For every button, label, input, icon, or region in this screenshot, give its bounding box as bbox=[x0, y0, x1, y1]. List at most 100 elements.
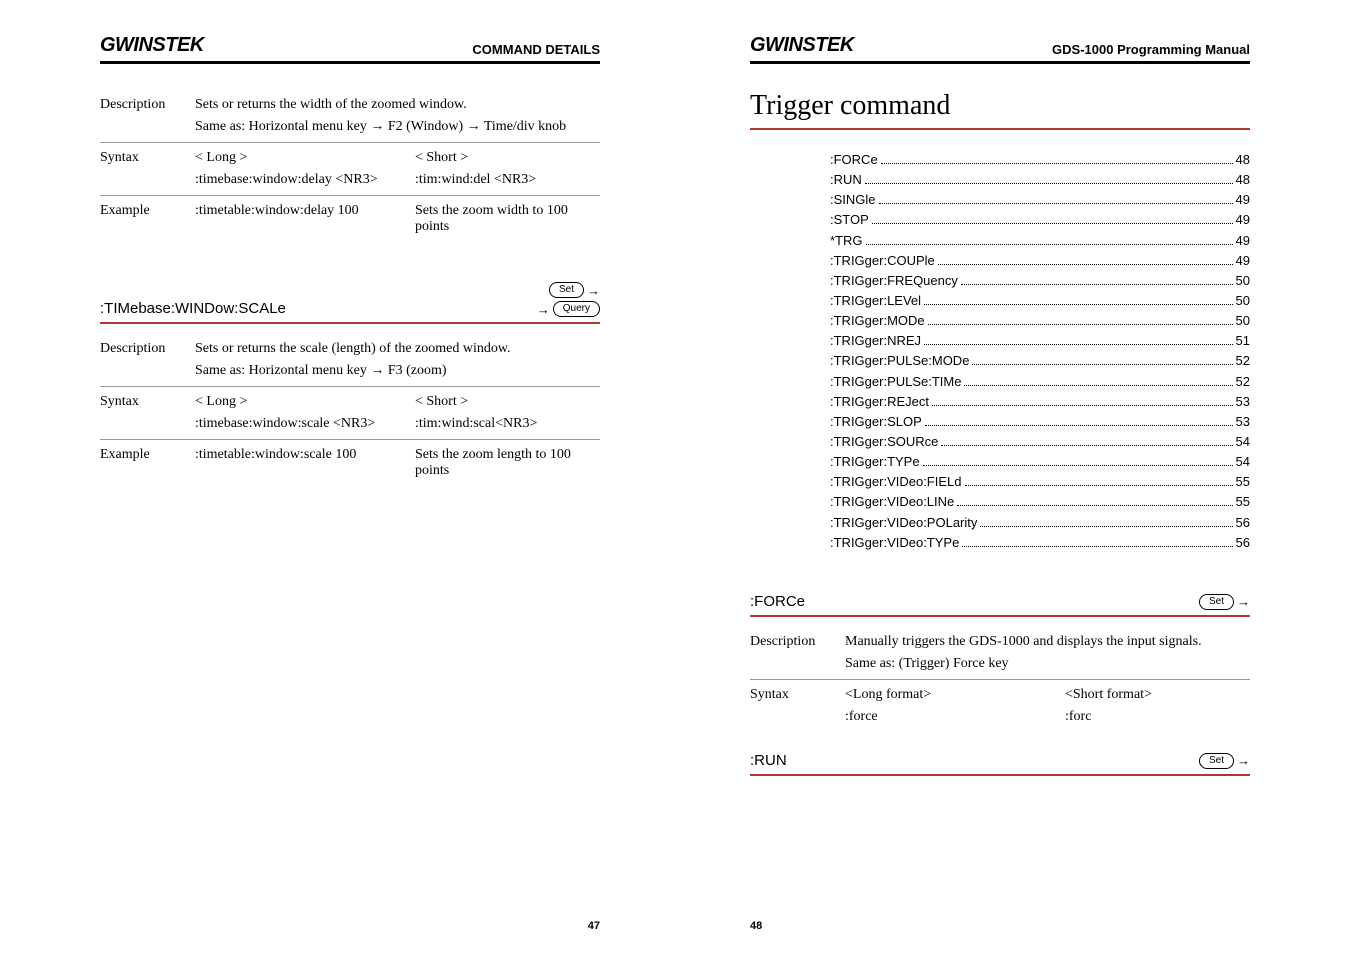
arrow-icon: → bbox=[537, 303, 550, 316]
label: Description bbox=[100, 97, 195, 135]
toc-row[interactable]: :SINGle49 bbox=[830, 190, 1250, 210]
command-title: :TIMebase:WINDow:SCALe bbox=[100, 300, 286, 317]
content: < Long > < Short > :timebase:window:scal… bbox=[195, 394, 600, 432]
toc-row[interactable]: :RUN 48 bbox=[830, 170, 1250, 190]
toc-page: 55 bbox=[1236, 492, 1250, 512]
toc-cmd: :STOP bbox=[830, 210, 869, 230]
left-header: GWINSTEK COMMAND DETAILS bbox=[100, 34, 600, 64]
toc-cmd: :RUN bbox=[830, 170, 862, 190]
long-header: < Long > bbox=[195, 394, 415, 410]
toc-dots bbox=[965, 485, 1233, 486]
arrow-icon: → bbox=[587, 284, 600, 297]
toc-row[interactable]: :TRIGger:NREJ51 bbox=[830, 331, 1250, 351]
content: Sets or returns the width of the zoomed … bbox=[195, 97, 600, 135]
toc-dots bbox=[928, 324, 1233, 325]
toc-cmd: :TRIGger:PULSe:TIMe bbox=[830, 372, 961, 392]
toc-dots bbox=[923, 465, 1233, 466]
toc-cmd: :TRIGger:LEVel bbox=[830, 291, 921, 311]
toc-page: 52 bbox=[1236, 351, 1250, 371]
set-badge: Set bbox=[549, 282, 584, 298]
toc-dots bbox=[924, 304, 1232, 305]
toc-dots bbox=[972, 364, 1232, 365]
toc-cmd: :TRIGger:SOURce bbox=[830, 432, 938, 452]
toc-cmd: :TRIGger:VIDeo:FIELd bbox=[830, 472, 962, 492]
toc-page: 50 bbox=[1236, 311, 1250, 331]
toc-page: 48 bbox=[1236, 170, 1250, 190]
right-header: GWINSTEK GDS-1000 Programming Manual bbox=[750, 34, 1250, 64]
command-title-row: :FORCe Set → bbox=[750, 593, 1250, 617]
desc-line: Sets or returns the scale (length) of th… bbox=[195, 341, 600, 357]
toc-page: 48 bbox=[1236, 150, 1250, 170]
command-block-run: :RUN Set → bbox=[750, 752, 1250, 776]
toc-cmd: :TRIGger:COUPle bbox=[830, 251, 935, 271]
toc-page: 49 bbox=[1236, 210, 1250, 230]
toc-cmd: :TRIGger:NREJ bbox=[830, 331, 921, 351]
toc-page: 49 bbox=[1236, 190, 1250, 210]
description-row: Description Manually triggers the GDS-10… bbox=[750, 627, 1250, 680]
label: Syntax bbox=[100, 150, 195, 188]
command-block-delay: Description Sets or returns the width of… bbox=[100, 90, 600, 242]
desc-line: Manually triggers the GDS-1000 and displ… bbox=[845, 634, 1250, 650]
content: :timetable:window:scale 100 Sets the zoo… bbox=[195, 447, 600, 479]
toc-dots bbox=[964, 385, 1232, 386]
toc-cmd: :TRIGger:VIDeo:POLarity bbox=[830, 513, 977, 533]
arrow-icon: → bbox=[1237, 595, 1250, 608]
toc-cmd: :TRIGger:REJect bbox=[830, 392, 929, 412]
toc-row[interactable]: :TRIGger:PULSe:MODe 52 bbox=[830, 351, 1250, 371]
toc-row[interactable]: :TRIGger:SOURce54 bbox=[830, 432, 1250, 452]
example-cmd: :timetable:window:delay 100 bbox=[195, 203, 415, 235]
description-row: Description Sets or returns the width of… bbox=[100, 90, 600, 143]
toc-row[interactable]: :TRIGger:VIDeo:POLarity 56 bbox=[830, 513, 1250, 533]
toc-row[interactable]: :STOP 49 bbox=[830, 210, 1250, 230]
toc-page: 49 bbox=[1236, 231, 1250, 251]
set-badge: Set bbox=[1199, 753, 1234, 769]
toc-row[interactable]: :TRIGger:VIDeo:FIELd55 bbox=[830, 472, 1250, 492]
toc-cmd: :TRIGger:FREQuency bbox=[830, 271, 958, 291]
toc-list: :FORCe48:RUN48:SINGle49:STOP49*TRG49:TRI… bbox=[750, 150, 1250, 553]
short-value: :tim:wind:scal<NR3> bbox=[415, 416, 600, 432]
toc-dots bbox=[938, 264, 1233, 265]
command-title: :FORCe bbox=[750, 593, 805, 610]
toc-row[interactable]: :TRIGger:REJect53 bbox=[830, 392, 1250, 412]
command-block-scale: :TIMebase:WINDow:SCALe Set → → Query Des… bbox=[100, 282, 600, 486]
toc-row[interactable]: :TRIGger:LEVel50 bbox=[830, 291, 1250, 311]
short-header: < Short > bbox=[415, 394, 600, 410]
toc-row[interactable]: *TRG49 bbox=[830, 231, 1250, 251]
toc-row[interactable]: :TRIGger:PULSe:TIMe52 bbox=[830, 372, 1250, 392]
label: Syntax bbox=[750, 687, 845, 725]
toc-cmd: :TRIGger:MODe bbox=[830, 311, 925, 331]
syntax-row: Syntax < Long > < Short > :timebase:wind… bbox=[100, 143, 600, 196]
command-block-force: :FORCe Set → Description Manually trigge… bbox=[750, 593, 1250, 732]
toc-cmd: :TRIGger:VIDeo:TYPe bbox=[830, 533, 959, 553]
left-page: GWINSTEK COMMAND DETAILS Description Set… bbox=[0, 0, 675, 954]
logo: GWINSTEK bbox=[100, 34, 204, 57]
toc-page: 56 bbox=[1236, 513, 1250, 533]
toc-row[interactable]: :FORCe 48 bbox=[830, 150, 1250, 170]
example-cmd: :timetable:window:scale 100 bbox=[195, 447, 415, 479]
toc-row[interactable]: :TRIGger:MODe 50 bbox=[830, 311, 1250, 331]
command-title-row: :RUN Set → bbox=[750, 752, 1250, 776]
toc-cmd: :TRIGger:PULSe:MODe bbox=[830, 351, 969, 371]
toc-cmd: :TRIGger:TYPe bbox=[830, 452, 920, 472]
toc-row[interactable]: :TRIGger:SLOP53 bbox=[830, 412, 1250, 432]
toc-dots bbox=[924, 344, 1233, 345]
long-header: <Long format> bbox=[845, 687, 1065, 703]
long-value: :timebase:window:delay <NR3> bbox=[195, 172, 415, 188]
toc-row[interactable]: :TRIGger:COUPle 49 bbox=[830, 251, 1250, 271]
short-header: < Short > bbox=[415, 150, 600, 166]
toc-dots bbox=[962, 546, 1232, 547]
toc-page: 49 bbox=[1236, 251, 1250, 271]
toc-row[interactable]: :TRIGger:VIDeo:LINe55 bbox=[830, 492, 1250, 512]
query-badge: Query bbox=[553, 301, 600, 317]
toc-row[interactable]: :TRIGger:FREQuency 50 bbox=[830, 271, 1250, 291]
toc-row[interactable]: :TRIGger:VIDeo:TYPe 56 bbox=[830, 533, 1250, 553]
toc-page: 56 bbox=[1236, 533, 1250, 553]
toc-cmd: :FORCe bbox=[830, 150, 878, 170]
toc-page: 50 bbox=[1236, 271, 1250, 291]
toc-row[interactable]: :TRIGger:TYPe54 bbox=[830, 452, 1250, 472]
label: Example bbox=[100, 447, 195, 479]
arrow-icon: → bbox=[1237, 754, 1250, 767]
example-text: Sets the zoom width to 100 points bbox=[415, 203, 600, 235]
badges: Set → → Query bbox=[537, 282, 600, 317]
desc-line: Same as: (Trigger) Force key bbox=[845, 656, 1250, 672]
